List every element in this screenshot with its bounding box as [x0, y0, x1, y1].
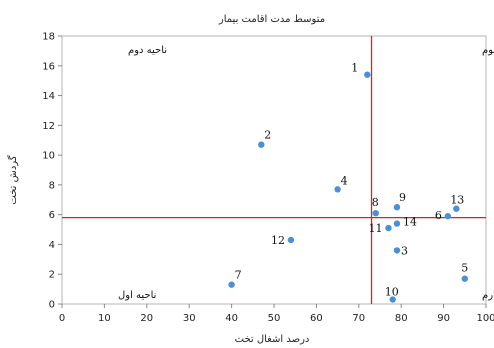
x-tick-label: 40 — [225, 313, 238, 324]
quadrant-label-top-right: ناحیه سوم — [482, 45, 494, 56]
data-point-11 — [385, 224, 392, 232]
data-point-label: 4 — [341, 174, 348, 187]
data-point-label: 14 — [403, 216, 417, 229]
chart-title: متوسط مدت اقامت بیمار — [218, 14, 325, 25]
y-tick-label: 2 — [49, 270, 55, 281]
data-point-label: 5 — [461, 262, 468, 275]
y-axis: 0 2 4 6 8 10 12 14 16 18 — [42, 32, 62, 311]
data-point-label: 1 — [351, 62, 358, 75]
data-point-5 — [461, 275, 468, 282]
x-axis: 0 10 20 30 40 50 60 70 80 90 100 — [59, 304, 494, 324]
y-tick-label: 8 — [49, 180, 55, 191]
x-tick-label: 20 — [140, 313, 153, 324]
x-tick-label: 10 — [98, 313, 111, 324]
plot-area-frame — [61, 35, 487, 305]
quadrant-label-bottom-left: ناحیه اول — [118, 290, 156, 301]
quadrant-labels: ناحیه دوم ناحیه سوم ناحیه اول ناحیه چهارم — [118, 45, 494, 301]
data-point-13 — [453, 205, 460, 212]
data-point-12 — [287, 236, 295, 244]
quadrant-label-bottom-right: ناحیه چهارم — [482, 290, 494, 301]
data-point-label: 2 — [264, 129, 271, 142]
data-point-9 — [393, 204, 401, 211]
data-point-label: 12 — [271, 234, 285, 247]
y-tick-label: 4 — [49, 240, 55, 251]
y-tick-label: 6 — [49, 210, 55, 221]
data-point-6 — [444, 212, 452, 220]
y-tick-label: 16 — [42, 61, 55, 72]
y-tick-label: 10 — [42, 151, 55, 162]
data-point-label: 8 — [372, 196, 379, 209]
y-axis-title: گردش تخت — [7, 155, 19, 204]
y-tick-label: 14 — [42, 91, 55, 102]
data-point-label: 3 — [401, 244, 408, 257]
data-point-1 — [364, 71, 371, 78]
y-tick-label: 18 — [42, 32, 55, 43]
data-point-label: 7 — [235, 269, 242, 282]
x-tick-label: 50 — [268, 313, 281, 324]
data-point-label: 13 — [450, 194, 464, 207]
y-tick-label: 12 — [42, 121, 55, 132]
x-tick-label: 100 — [476, 313, 494, 324]
data-point-label: 9 — [399, 191, 406, 204]
x-axis-title: درصد اشغال تخت — [235, 334, 310, 345]
data-point-label: 10 — [385, 286, 399, 299]
data-point-label: 6 — [435, 209, 442, 222]
reference-lines — [62, 36, 486, 304]
x-tick-label: 60 — [310, 313, 323, 324]
data-point-7 — [228, 281, 235, 288]
x-tick-label: 30 — [183, 313, 196, 324]
data-point-label: 11 — [368, 222, 382, 235]
x-tick-label: 90 — [437, 313, 450, 324]
x-tick-label: 0 — [59, 313, 65, 324]
data-point-14 — [393, 220, 401, 227]
data-point-10 — [389, 296, 396, 303]
data-point-4 — [334, 186, 341, 193]
x-tick-label: 70 — [352, 313, 365, 324]
y-tick-label: 0 — [49, 300, 55, 311]
data-point-8 — [372, 209, 379, 217]
data-point-3 — [393, 247, 401, 254]
quadrant-label-top-left: ناحیه دوم — [128, 45, 167, 56]
data-point-2 — [258, 141, 265, 148]
x-tick-label: 80 — [395, 313, 408, 324]
